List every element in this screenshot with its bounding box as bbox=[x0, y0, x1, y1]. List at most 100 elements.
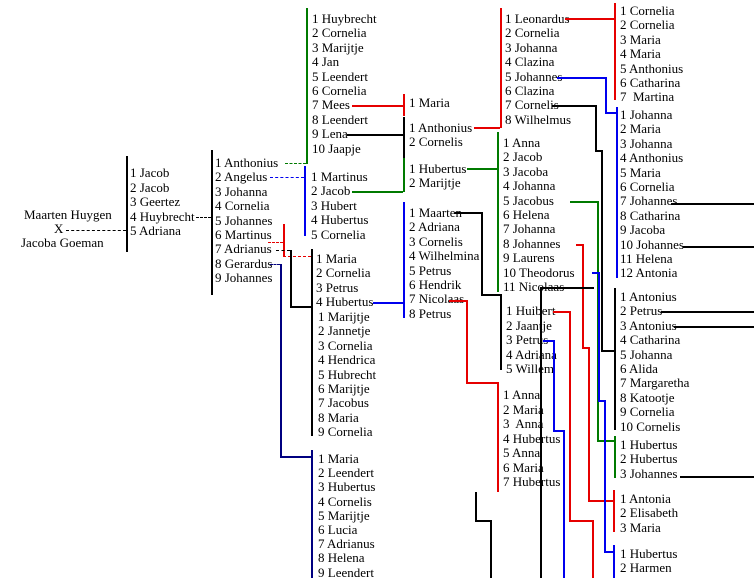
person-entry-cornelis-children: 6 Alida bbox=[620, 361, 658, 376]
person-entry-anthonius2-children: 3 Johanna bbox=[505, 40, 558, 55]
person-entry-johannes-children: 7 Johannes bbox=[620, 193, 678, 208]
person-entry-hubertus-children: 1 Maarten bbox=[409, 205, 463, 220]
connector-line bbox=[613, 490, 615, 532]
person-entry-gerardus-children: 7 Adrianus bbox=[318, 536, 375, 551]
connector-line bbox=[592, 520, 594, 578]
person-entry-johannes-children: 8 Catharina bbox=[620, 208, 681, 223]
connector-line bbox=[613, 545, 615, 578]
connector-line bbox=[604, 400, 606, 551]
person-entry-huybrecht-children: 7 Mees bbox=[312, 97, 350, 112]
connector-line bbox=[553, 311, 569, 313]
person-entry-johannes-children: 10 Johannes bbox=[620, 237, 684, 252]
connector-line bbox=[497, 382, 499, 492]
connector-line bbox=[285, 163, 306, 164]
connector-line bbox=[614, 288, 616, 430]
connector-line bbox=[196, 217, 211, 218]
connector-line bbox=[500, 294, 502, 370]
person-entry-jacob-children: 1 Hubertus bbox=[409, 161, 467, 176]
connector-line bbox=[466, 382, 497, 384]
person-entry-cornelis-children: 3 Antonius bbox=[620, 318, 677, 333]
person-entry-hubertus2-children: 6 Helena bbox=[503, 207, 550, 222]
person-entry-nicolaas-children: 5 Anna bbox=[503, 445, 541, 460]
person-entry-cornelis-children: 9 Cornelia bbox=[620, 404, 675, 419]
person-entry-gen2-main: 6 Martinus bbox=[215, 227, 272, 242]
connector-line bbox=[570, 201, 597, 203]
connector-line bbox=[540, 287, 594, 289]
connector-line bbox=[680, 476, 754, 478]
person-entry-gen2-main: 9 Johannes bbox=[215, 270, 273, 285]
person-entry-hubertus2-children: 1 Anna bbox=[503, 135, 541, 150]
connector-line bbox=[481, 212, 483, 294]
person-entry-leonardus-children: 1 Cornelia bbox=[620, 3, 675, 18]
person-entry-huybrecht-children: 10 Jaapje bbox=[312, 141, 361, 156]
person-entry-gen2-main: 4 Cornelia bbox=[215, 198, 270, 213]
connector-line bbox=[552, 105, 595, 107]
connector-line bbox=[674, 326, 754, 328]
person-entry-cornelis-children: 2 Petrus bbox=[620, 303, 663, 318]
person-entry-anthonius2-children: 4 Clazina bbox=[505, 54, 555, 69]
connector-line bbox=[540, 287, 542, 578]
person-entry-anthonius2-children: 5 Johannes bbox=[505, 69, 563, 84]
person-entry-gen1: 1 Jacob bbox=[130, 165, 170, 180]
person-entry-cornelis-children: 5 Johanna bbox=[620, 347, 673, 362]
connector-line bbox=[543, 340, 553, 342]
connector-line bbox=[500, 8, 502, 128]
connector-line bbox=[347, 134, 403, 136]
person-entry-johannes-children: 4 Anthonius bbox=[620, 150, 684, 165]
person-entry-johannes-children: 3 Johanna bbox=[620, 136, 673, 151]
connector-line bbox=[270, 177, 304, 178]
connector-line bbox=[290, 250, 292, 306]
connector-line bbox=[490, 520, 492, 578]
connector-line bbox=[283, 256, 311, 257]
person-entry-jacob-children: 2 Marijtje bbox=[409, 175, 461, 190]
person-entry-johannes-children: 11 Helena bbox=[620, 251, 673, 266]
person-entry-anthonius-children: 5 Cornelia bbox=[311, 227, 366, 242]
person-entry-hubertus-children: 3 Cornelis bbox=[409, 234, 463, 249]
person-entry-hubertus2-children: 9 Laurens bbox=[503, 250, 555, 265]
connector-line bbox=[403, 158, 405, 192]
person-entry-cornelis-children: 1 Antonius bbox=[620, 289, 677, 304]
connector-line bbox=[403, 117, 405, 160]
person-entry-johannes-children: 9 Jacoba bbox=[620, 222, 666, 237]
person-entry-nicolaas-children: 4 Hubertus bbox=[503, 431, 561, 446]
person-entry-adrianus-children: 7 Jacobus bbox=[318, 395, 369, 410]
person-entry-gen1: 5 Adriana bbox=[130, 223, 181, 238]
connector-line bbox=[306, 8, 308, 164]
connector-line bbox=[497, 132, 499, 292]
person-entry-nicolaas-children: 3 Anna bbox=[503, 416, 544, 431]
root-mother-name: Jacoba Goeman bbox=[21, 235, 104, 250]
person-entry-johannes8-children: 3 Maria bbox=[620, 520, 661, 535]
person-entry-cornelis-children: 7 Margaretha bbox=[620, 375, 690, 390]
person-entry-hubertus-children: 7 Nicolaas bbox=[409, 291, 465, 306]
person-entry-hubertus-children: 5 Petrus bbox=[409, 263, 452, 278]
person-entry-leonardus-children: 3 Maria bbox=[620, 32, 661, 47]
person-entry-adrianus-children: 5 Hubrecht bbox=[318, 367, 377, 382]
person-entry-mees-children: 1 Maria bbox=[409, 95, 450, 110]
person-entry-anthonius2-children: 7 Cornelis bbox=[505, 97, 559, 112]
person-entry-adrianus-children: 1 Marijtje bbox=[318, 309, 370, 324]
connector-line bbox=[474, 127, 500, 129]
person-entry-jacobus-children: 1 Hubertus bbox=[620, 437, 678, 452]
person-entry-anthonius-children: 3 Hubert bbox=[311, 198, 357, 213]
person-entry-johannes-children: 12 Antonia bbox=[620, 265, 678, 280]
person-entry-cornelis-children: 8 Katootje bbox=[620, 390, 675, 405]
person-entry-maarten-children: 4 Adriana bbox=[506, 347, 557, 362]
root-father-name: Maarten Huygen bbox=[24, 207, 112, 222]
connector-line bbox=[614, 3, 616, 100]
person-entry-theodorus-children: 2 Harmen bbox=[620, 560, 672, 575]
connector-line bbox=[553, 430, 563, 432]
person-entry-hubertus2-children: 2 Jacob bbox=[503, 149, 543, 164]
connector-line bbox=[403, 202, 405, 318]
connector-line bbox=[661, 311, 754, 313]
connector-line bbox=[475, 492, 477, 520]
person-entry-jacobus-children: 3 Johannes bbox=[620, 466, 678, 481]
connector-line bbox=[481, 294, 500, 296]
person-entry-hubertus2-children: 10 Theodorus bbox=[503, 265, 575, 280]
person-entry-gen2-main: 2 Angelus bbox=[215, 169, 268, 184]
connector-line bbox=[601, 150, 603, 350]
connector-line bbox=[268, 242, 283, 243]
person-entry-gerardus-children: 2 Leendert bbox=[318, 465, 374, 480]
person-entry-johannes-children: 5 Maria bbox=[620, 165, 661, 180]
person-entry-gerardus-children: 6 Lucia bbox=[318, 522, 358, 537]
person-entry-adrianus-children: 2 Jannetje bbox=[318, 323, 371, 338]
